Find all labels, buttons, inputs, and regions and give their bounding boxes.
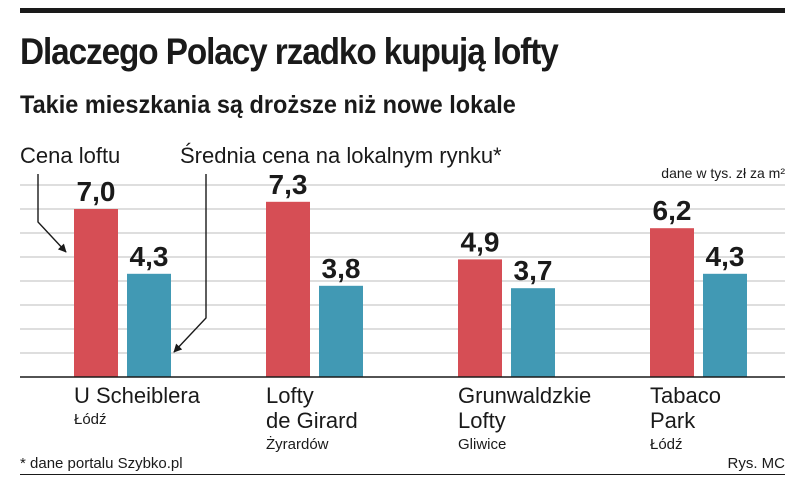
city-label: Łódź	[650, 436, 683, 453]
bottom-rule	[20, 474, 785, 475]
category-label: Park	[650, 408, 696, 433]
legend-srednia-cena: Średnia cena na lokalnym rynku*	[180, 143, 502, 168]
category-label: U Scheiblera	[74, 383, 201, 408]
value-label: 4,3	[130, 241, 169, 272]
category-label: Lofty	[458, 408, 506, 433]
legend-arrow-loft	[37, 174, 67, 253]
value-label: 3,8	[322, 253, 361, 284]
city-label: Łódź	[74, 411, 107, 428]
credit: Rys. MC	[727, 455, 786, 472]
unit-note: dane w tys. zł za m²	[661, 165, 785, 181]
city-label: Gliwice	[458, 436, 506, 453]
value-label: 6,2	[653, 195, 692, 226]
bar-market-3	[511, 288, 555, 377]
bar-loft-2	[266, 201, 310, 377]
city-label: Żyrardów	[266, 435, 329, 453]
bar-loft-1	[74, 209, 118, 377]
value-label: 3,7	[514, 255, 553, 286]
footnote: * dane portalu Szybko.pl	[20, 455, 183, 472]
category-label: Tabaco	[650, 383, 721, 408]
value-label: 4,3	[706, 241, 745, 272]
top-rule	[20, 8, 785, 13]
category-label: Grunwaldzkie	[458, 383, 591, 408]
legend-cena-loftu: Cena loftu	[20, 143, 120, 168]
category-label: de Girard	[266, 408, 358, 433]
chart-title: Dlaczego Polacy rzadko kupują lofty	[20, 31, 559, 72]
value-label: 7,3	[269, 169, 308, 200]
bar-market-1	[127, 273, 171, 377]
value-label: 7,0	[77, 176, 116, 207]
chart-subtitle: Takie mieszkania są droższe niż nowe lok…	[20, 91, 516, 119]
bar-market-4	[703, 273, 747, 377]
bar-loft-3	[458, 259, 502, 377]
legend-arrow-market	[173, 174, 207, 353]
value-label: 4,9	[461, 226, 500, 257]
bar-market-2	[319, 285, 363, 377]
category-label: Lofty	[266, 383, 314, 408]
bar-loft-4	[650, 228, 694, 377]
